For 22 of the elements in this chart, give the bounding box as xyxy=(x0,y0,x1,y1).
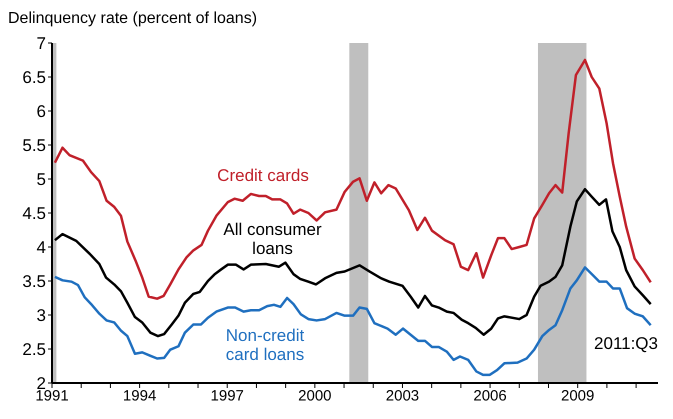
line-series xyxy=(54,58,652,300)
series-label: All consumer loans xyxy=(222,220,323,258)
y-tick-label: 5.5 xyxy=(22,136,46,156)
x-tick-label: 2009 xyxy=(561,388,594,405)
y-tick-label: 4.5 xyxy=(22,204,46,224)
y-tick-label: 3 xyxy=(36,306,46,326)
x-tick-label: 1994 xyxy=(122,388,156,405)
series-label: Non-credit card loans xyxy=(224,326,306,364)
y-tick-label: 5 xyxy=(36,170,46,190)
y-tick-label: 3.5 xyxy=(22,272,46,292)
x-tick-label: 2003 xyxy=(386,388,420,405)
y-axis-title: Delinquency rate (percent of loans) xyxy=(8,10,258,28)
y-tick-label: 2.5 xyxy=(22,340,46,360)
x-tick-label: 2006 xyxy=(473,388,507,405)
x-tick-label: 1997 xyxy=(210,388,244,405)
series-label: Credit cards xyxy=(216,166,310,185)
y-tick-label: 6.5 xyxy=(22,68,46,88)
x-tick-label: 2000 xyxy=(298,388,332,405)
y-tick-label: 6 xyxy=(36,102,46,122)
y-tick-label: 7 xyxy=(36,34,46,54)
y-tick-label: 4 xyxy=(36,238,46,258)
annotation: 2011:Q3 xyxy=(593,334,658,354)
